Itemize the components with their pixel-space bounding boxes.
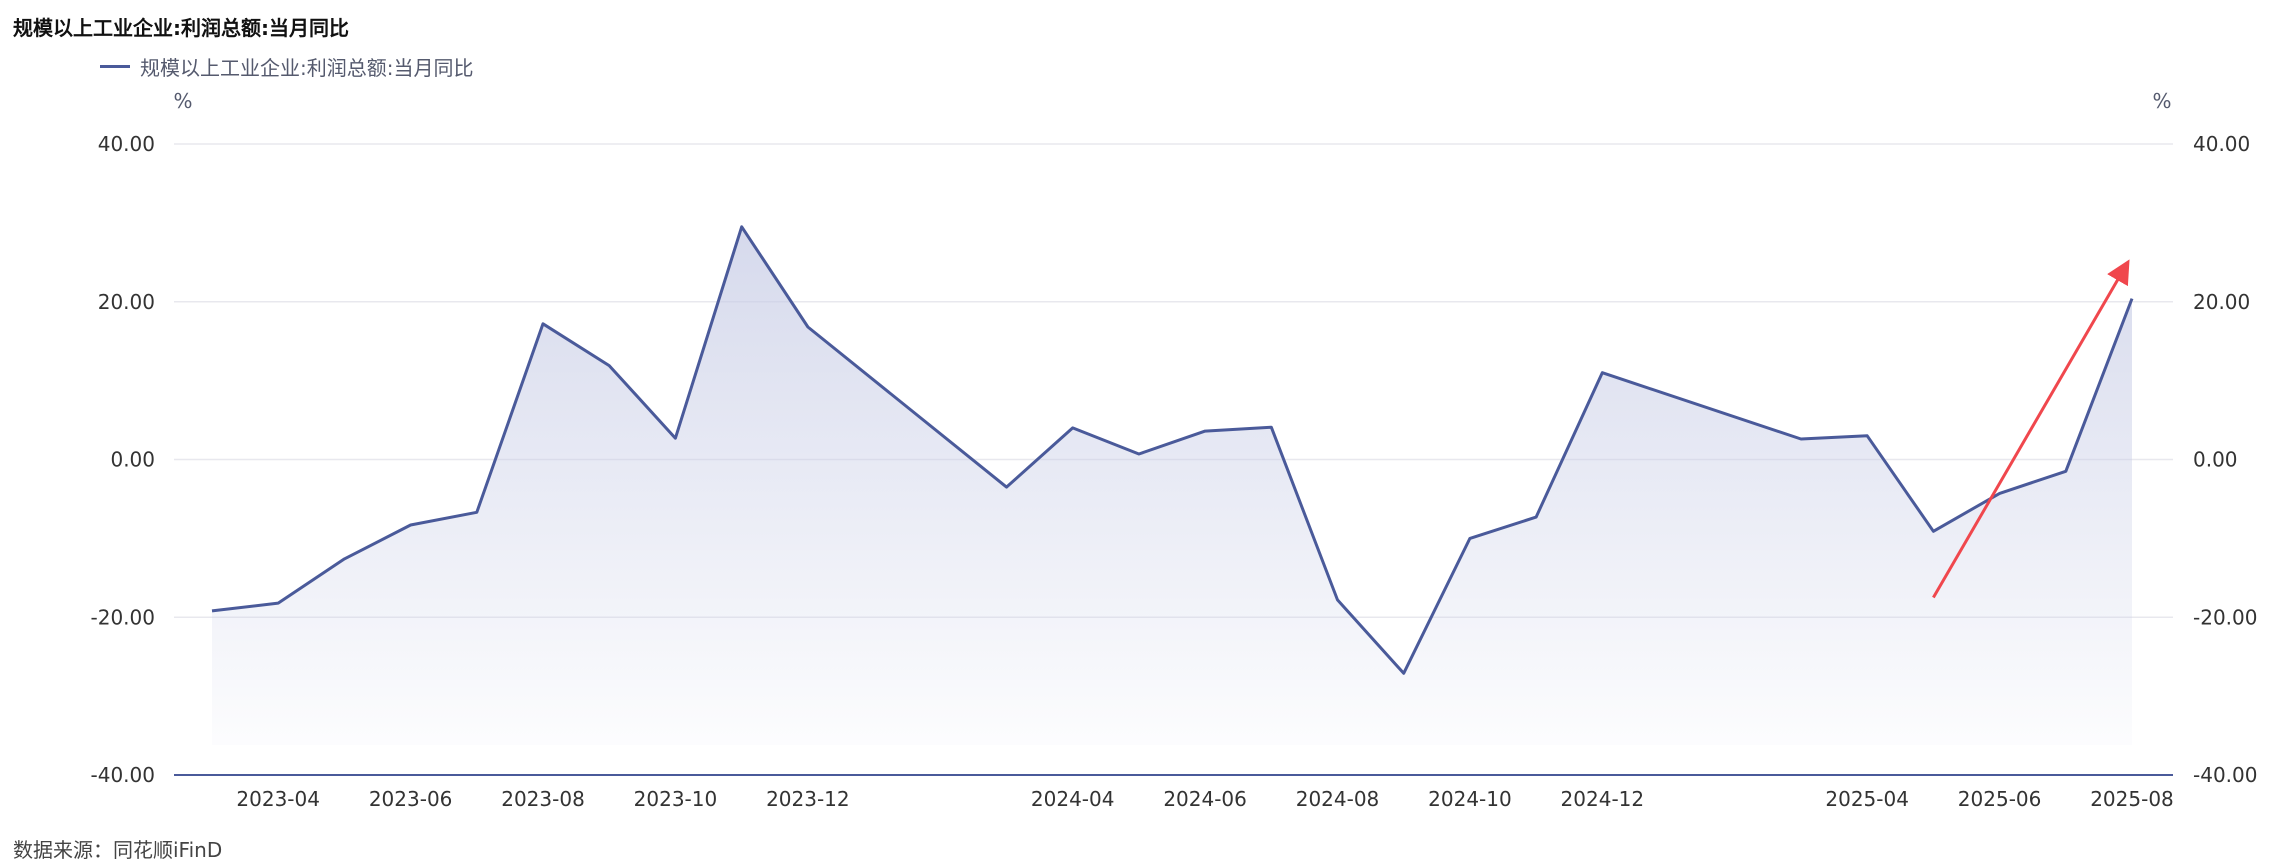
- x-tick-label: 2024-06: [1163, 787, 1247, 811]
- y-axis-right: 40.00 20.00 0.00 -20.00 -40.00: [2193, 132, 2257, 787]
- y-tick-label-left: -40.00: [91, 763, 155, 787]
- x-tick-label: 2025-08: [2090, 787, 2174, 811]
- chart-title: 规模以上工业企业:利润总额:当月同比: [13, 16, 349, 40]
- data-source-note: 数据来源：同花顺iFinD: [13, 838, 223, 862]
- x-tick-label: 2024-08: [1296, 787, 1380, 811]
- y-tick-label-left: 40.00: [98, 132, 155, 156]
- series-area-fill: [212, 226, 2132, 746]
- x-axis-labels: 2023-04 2023-06 2023-08 2023-10 2023-12 2024-…: [236, 787, 2173, 811]
- y-tick-label-left: 20.00: [98, 290, 155, 314]
- series-line[interactable]: [211, 225, 2134, 675]
- y-tick-label-right: -20.00: [2193, 605, 2257, 629]
- y-tick-label-left: -20.00: [91, 605, 155, 629]
- x-tick-label: 2024-12: [1561, 787, 1645, 811]
- x-tick-label: 2025-04: [1825, 787, 1909, 811]
- y-tick-label-right: 0.00: [2193, 448, 2238, 472]
- legend[interactable]: 规模以上工业企业:利润总额:当月同比: [100, 52, 473, 81]
- y-axis-left: 40.00 20.00 0.00 -20.00 -40.00: [91, 132, 155, 787]
- x-tick-label: 2025-06: [1958, 787, 2042, 811]
- y-tick-label-left: 0.00: [110, 448, 155, 472]
- y-axis-left-unit: %: [173, 89, 192, 113]
- x-tick-label: 2023-12: [766, 787, 850, 811]
- x-tick-label: 2024-10: [1428, 787, 1512, 811]
- y-tick-label-right: -40.00: [2193, 763, 2257, 787]
- x-tick-label: 2023-08: [501, 787, 585, 811]
- y-axis-right-unit: %: [2152, 89, 2171, 113]
- x-tick-label: 2024-04: [1031, 787, 1115, 811]
- legend-line-swatch: [100, 65, 130, 68]
- trend-arrow-annotation: [1932, 259, 2130, 599]
- x-tick-label: 2023-10: [634, 787, 718, 811]
- legend-label: 规模以上工业企业:利润总额:当月同比: [140, 56, 474, 80]
- x-tick-label: 2023-06: [369, 787, 453, 811]
- y-tick-label-right: 20.00: [2193, 290, 2250, 314]
- y-tick-label-right: 40.00: [2193, 132, 2250, 156]
- x-tick-label: 2023-04: [236, 787, 320, 811]
